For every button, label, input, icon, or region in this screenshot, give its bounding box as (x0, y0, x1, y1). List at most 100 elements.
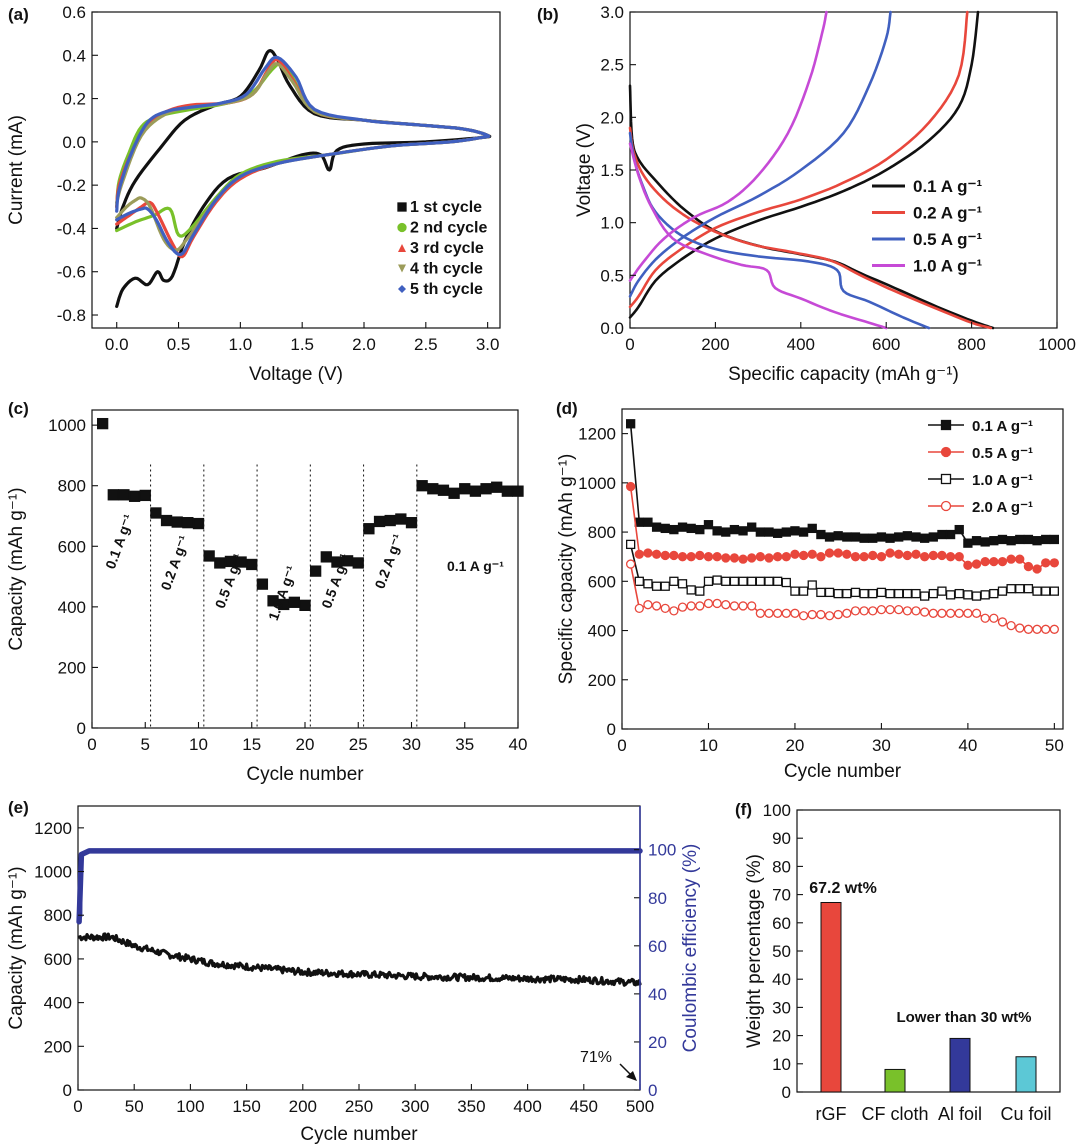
legend-marker (940, 500, 952, 512)
data-point (643, 579, 653, 589)
data-point (171, 516, 183, 528)
y-tick-label: 1000 (578, 474, 616, 493)
panel-label: (d) (556, 399, 578, 418)
x-tick-label: 300 (401, 1097, 429, 1116)
data-point (491, 481, 503, 493)
legend-marker (398, 244, 406, 252)
data-point (876, 604, 887, 615)
legend-marker (940, 419, 952, 431)
data-point (651, 581, 662, 591)
y-tick-label: 600 (588, 572, 616, 591)
panel-label: (e) (8, 798, 29, 817)
x-tick-label: 1.0 (229, 335, 253, 354)
data-point (669, 550, 679, 561)
x-tick-label: 20 (785, 736, 804, 755)
charge-curve-1 (628, 10, 980, 319)
data-point (634, 517, 644, 527)
data-point (954, 588, 964, 599)
bar-cf-cloth (884, 1068, 906, 1093)
data-point (747, 553, 757, 563)
data-point (980, 590, 990, 600)
x-tick-label: 0 (625, 335, 634, 354)
discharge-curve-2 (628, 126, 993, 330)
legend-entry: 1 st cycle (410, 199, 482, 216)
data-point (712, 526, 722, 536)
data-point (798, 550, 809, 561)
data-point (937, 608, 947, 618)
data-point (256, 578, 269, 590)
y-tick-label: 10 (772, 1055, 791, 1074)
data-point (677, 579, 688, 589)
category-label: Al foil (938, 1104, 982, 1124)
data-point (971, 536, 982, 546)
data-point (937, 586, 947, 596)
y2-tick-label: 60 (648, 937, 667, 956)
data-point (997, 586, 1008, 596)
data-point (945, 590, 956, 600)
x-tick-label: 400 (787, 335, 815, 354)
x-tick-label: 0 (73, 1097, 82, 1116)
data-point (686, 585, 696, 595)
data-point (971, 591, 982, 601)
data-point (1049, 586, 1060, 596)
data-point (772, 608, 783, 618)
data-point (1041, 558, 1051, 568)
data-point (625, 481, 636, 492)
data-point (660, 603, 670, 614)
y-tick-label: 1000 (48, 416, 86, 435)
data-point (885, 548, 895, 558)
data-point (928, 550, 938, 561)
data-point (1015, 554, 1025, 564)
data-point (876, 552, 887, 562)
data-point (1041, 624, 1051, 634)
comparison-annotation: Lower than 30 wt% (896, 1009, 1031, 1026)
y-tick-label: 0.0 (62, 133, 86, 152)
data-point (876, 587, 887, 598)
data-point (712, 598, 722, 609)
bar-al-foil (949, 1037, 971, 1093)
data-point (859, 588, 869, 599)
data-point (842, 549, 852, 559)
data-point (1049, 534, 1060, 545)
data-point (738, 526, 748, 536)
x-tick-label: 600 (872, 335, 900, 354)
data-point (928, 588, 938, 599)
data-point (816, 552, 826, 562)
data-point (405, 517, 418, 529)
category-label: Cu foil (1000, 1104, 1051, 1124)
data-point (971, 608, 982, 618)
legend-marker (398, 264, 406, 273)
data-point (721, 553, 731, 563)
legend-entry: 1.0 A g⁻¹ (913, 257, 982, 276)
data-point (859, 552, 869, 562)
panel-label: (b) (537, 5, 559, 24)
data-point (97, 417, 109, 430)
data-point (721, 576, 731, 586)
data-point (128, 490, 141, 502)
y-tick-label: 0.0 (600, 319, 624, 338)
data-point (118, 489, 130, 501)
data-point (224, 555, 237, 568)
y-tick-label: 0.6 (62, 3, 86, 22)
y-tick-label: 400 (588, 622, 616, 641)
data-point (1032, 586, 1042, 596)
data-point (798, 527, 809, 537)
data-point (945, 608, 956, 618)
data-point (945, 552, 956, 562)
data-point (885, 588, 895, 599)
plot-frame (91, 11, 501, 329)
data-point (755, 576, 766, 586)
data-point (919, 533, 930, 543)
data-point (772, 552, 783, 562)
y-tick-label: 400 (58, 598, 86, 617)
data-point (1032, 624, 1042, 634)
y-axis-label: Weight percentage (%) (744, 854, 765, 1048)
x-tick-label: 0.0 (105, 335, 129, 354)
data-point (885, 604, 895, 615)
data-point (643, 600, 653, 610)
data-point (997, 556, 1008, 567)
data-point (911, 606, 921, 616)
data-point (850, 552, 861, 562)
data-point (902, 606, 913, 616)
data-point (816, 587, 826, 598)
